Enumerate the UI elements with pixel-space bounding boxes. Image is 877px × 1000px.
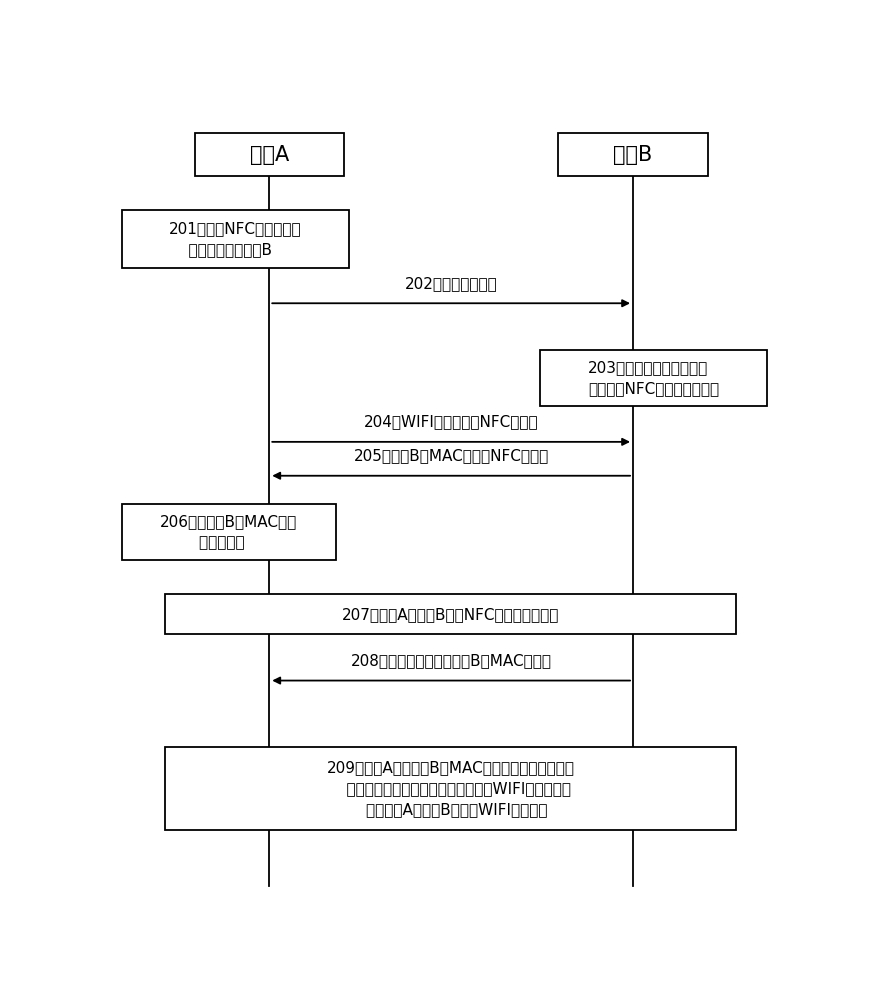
Text: 204、WIFI网络信息（NFC方式）: 204、WIFI网络信息（NFC方式） — [364, 415, 538, 430]
Bar — [122, 210, 349, 268]
Bar — [166, 594, 737, 634]
Text: 203、根据上述第一激活指
示，开启NFC的应用功能选项: 203、根据上述第一激活指 示，开启NFC的应用功能选项 — [588, 360, 719, 396]
Bar — [559, 133, 708, 176]
Text: 206、将终端B的MAC地址
        加入白名单: 206、将终端B的MAC地址 加入白名单 — [160, 514, 297, 550]
Text: 209、终端A根据终端B的MAC地址，在上述白名单中
    进行匹配，在匹配成功时，根据上述WIFI网络信息，
        建立终端A与终端B之间的WIF: 209、终端A根据终端B的MAC地址，在上述白名单中 进行匹配，在匹配成功时，根… — [327, 760, 574, 817]
Bar — [539, 350, 767, 406]
Text: 208、第一请求消息（终端B的MAC地址）: 208、第一请求消息（终端B的MAC地址） — [351, 653, 552, 668]
Text: 终端B: 终端B — [613, 145, 652, 165]
Text: 终端A: 终端A — [250, 145, 289, 165]
Text: 205、终端B的MAC地址（NFC方式）: 205、终端B的MAC地址（NFC方式） — [353, 448, 549, 463]
Text: 207、终端A和终端B关闭NFC的应用功能选项: 207、终端A和终端B关闭NFC的应用功能选项 — [342, 607, 560, 622]
Bar — [195, 133, 344, 176]
Bar — [166, 747, 737, 830]
Text: 201、开启NFC的应用功能
    选项，并靠近终端B: 201、开启NFC的应用功能 选项，并靠近终端B — [169, 221, 302, 257]
Text: 202、第一激活指示: 202、第一激活指示 — [405, 276, 497, 291]
Bar — [122, 504, 336, 560]
